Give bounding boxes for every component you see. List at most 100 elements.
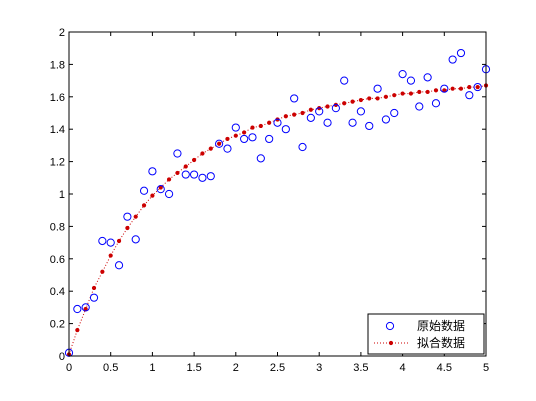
y-tick-label: 0.8	[50, 221, 65, 233]
data-point	[248, 133, 257, 142]
fit-point	[258, 123, 263, 129]
x-tick-labels: 0 0.5 1 1.5 2 2.5 3 3.5 4 4.5 5	[66, 362, 489, 374]
data-point	[223, 144, 232, 153]
fit-point	[383, 94, 389, 99]
legend: 原始数据 拟合数据	[367, 313, 485, 355]
data-point	[156, 185, 165, 194]
x-tick-label: 0.5	[103, 362, 118, 374]
fit-point	[433, 88, 439, 93]
fit-point	[141, 203, 147, 208]
fit-point	[108, 253, 113, 258]
data-point	[306, 113, 315, 122]
x-tick-label: 0	[66, 362, 72, 374]
data-point	[164, 189, 174, 199]
fit-point	[308, 107, 313, 112]
data-point	[281, 125, 290, 134]
data-point	[123, 212, 132, 221]
x-tick-label: 3.5	[353, 362, 368, 374]
data-point	[181, 170, 190, 179]
data-point	[315, 107, 324, 116]
y-tick-label: 1.8	[50, 59, 65, 71]
data-point	[265, 134, 274, 144]
data-point	[298, 142, 307, 152]
x-tick-label: 2.5	[270, 362, 285, 374]
fit-point	[250, 125, 255, 130]
fit-point	[217, 141, 222, 146]
fit-point	[283, 114, 288, 119]
data-point	[81, 303, 90, 312]
legend-label-fit: 拟合数据	[417, 335, 465, 350]
y-tick-label: 1.2	[50, 157, 65, 169]
fit-line	[68, 85, 487, 355]
fit-point	[175, 170, 180, 176]
fit-point	[267, 120, 272, 125]
y-tick-label: 0.6	[50, 254, 65, 266]
fit-point	[408, 91, 414, 96]
data-point	[190, 170, 199, 179]
data-point	[440, 84, 449, 93]
data-point	[448, 55, 457, 64]
fit-point	[166, 177, 172, 182]
x-tick-label: 5	[483, 362, 489, 374]
fit-point	[100, 269, 105, 274]
data-point	[406, 76, 416, 85]
fit-point	[325, 104, 330, 109]
fit-point	[475, 84, 480, 90]
fit-point	[417, 89, 422, 95]
series-layer	[64, 48, 491, 357]
data-point	[114, 261, 124, 270]
x-tick-label: 3	[316, 362, 322, 374]
fit-point	[150, 193, 155, 198]
fit-point	[292, 112, 297, 117]
fit-point	[225, 136, 230, 142]
x-tick-label: 1	[149, 362, 155, 374]
fit-point	[425, 89, 430, 95]
data-point	[423, 73, 432, 82]
data-point	[73, 304, 82, 314]
fit-point	[375, 96, 380, 101]
data-point	[465, 91, 474, 100]
x-tick-label: 2	[233, 362, 239, 374]
fit-point	[125, 225, 130, 231]
y-tick-label: 1.6	[50, 92, 65, 104]
legend-box	[367, 313, 485, 355]
data-point	[390, 108, 399, 118]
fit-point	[91, 285, 97, 291]
legend-marker-fit	[388, 340, 394, 346]
x-tick-label: 4.5	[437, 362, 452, 374]
data-point	[456, 48, 466, 58]
fit-point	[450, 86, 455, 91]
plot-area	[69, 32, 486, 356]
y-tick-label: 0	[59, 351, 65, 363]
fit-point	[233, 133, 238, 138]
data-point	[240, 134, 249, 144]
data-point	[415, 102, 424, 111]
data-point	[139, 186, 149, 195]
fit-point	[392, 93, 397, 98]
legend-marker-original	[385, 321, 395, 331]
data-point	[381, 115, 391, 124]
data-point	[348, 118, 357, 127]
fit-point	[116, 238, 122, 244]
data-point	[365, 121, 374, 131]
y-tick-label: 1	[59, 189, 65, 201]
data-point	[148, 167, 157, 176]
data-point	[98, 236, 107, 246]
fit-point	[350, 99, 355, 104]
fit-point	[400, 91, 405, 96]
fit-point	[75, 327, 80, 333]
plot-frame	[68, 31, 487, 357]
y-tick-label: 0.2	[50, 319, 65, 331]
data-point	[131, 235, 140, 244]
fit-point	[300, 110, 305, 116]
fit-point	[133, 214, 138, 219]
y-tick-label: 0.4	[50, 286, 65, 298]
data-point	[231, 123, 240, 132]
data-point	[323, 118, 332, 127]
fit-point	[242, 130, 247, 135]
fit-point	[342, 101, 347, 106]
data-point	[206, 172, 215, 181]
data-point	[198, 173, 207, 182]
data-point	[273, 118, 282, 127]
